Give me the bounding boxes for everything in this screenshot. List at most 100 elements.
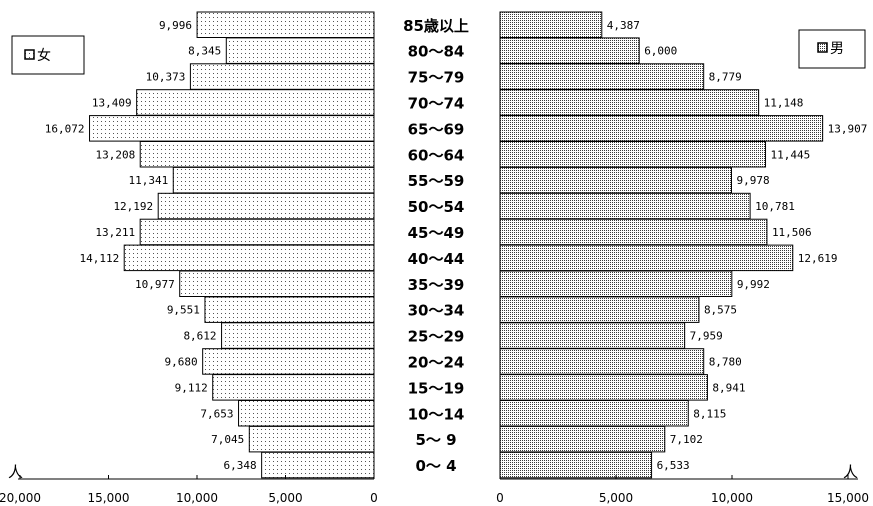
male-value-label-6: 9,978 [736,174,769,187]
male-bar-7 [499,192,751,220]
male-value-label-4: 13,907 [828,122,868,135]
legend-box-female [11,35,85,75]
left-axis-tick-label-2: 10,000 [176,491,218,505]
female-value-label-9: 14,112 [79,252,119,265]
male-bar-8 [499,218,768,246]
male-bar-2 [499,63,705,90]
male-value-label-0: 4,387 [607,19,640,32]
age-group-label-5: 60～64 [408,146,465,164]
male-bar-17 [499,451,653,479]
male-value-label-2: 8,779 [709,71,742,84]
male-value-label-3: 11,148 [764,96,804,109]
age-group-label-12: 25～29 [408,328,465,346]
male-bar-13 [499,348,705,375]
legend-box-male [798,29,866,69]
right-axis-unit-label: 人 [843,463,858,481]
age-group-label-2: 75～79 [408,69,465,87]
age-group-label-13: 20～24 [408,353,465,371]
female-value-label-8: 13,211 [95,226,135,239]
male-bar-12 [499,322,686,349]
female-value-label-14: 9,112 [175,381,208,394]
age-group-label-17: 0～ 4 [415,457,456,475]
male-bar-0 [499,11,603,38]
male-value-label-8: 11,506 [772,226,812,239]
female-value-label-3: 13,409 [92,96,132,109]
female-value-label-15: 7,653 [200,407,233,420]
age-group-label-1: 80～84 [408,43,465,61]
male-value-label-7: 10,781 [755,200,795,213]
male-value-label-12: 7,959 [690,330,723,343]
female-bar-16 [248,425,375,453]
female-bar-7 [157,192,375,220]
age-group-label-11: 30～34 [408,302,465,320]
male-bar-5 [499,141,767,168]
female-value-label-13: 9,680 [165,355,198,368]
female-value-label-5: 13,208 [95,148,135,161]
male-value-label-5: 11,445 [771,148,811,161]
male-bar-1 [499,37,640,64]
legend-label-male: 男 [830,41,844,57]
age-group-label-6: 55～59 [408,172,465,190]
female-bar-0 [196,11,375,38]
female-bar-3 [136,89,375,116]
female-value-label-6: 11,341 [129,174,169,187]
male-bar-14 [499,374,708,401]
female-bar-9 [123,244,375,272]
female-value-label-12: 8,612 [183,330,216,343]
age-group-label-9: 40～44 [408,250,465,268]
female-bar-1 [225,37,375,64]
legend-swatch-male [817,42,828,53]
male-bar-4 [499,115,824,142]
age-group-label-14: 15～19 [408,379,465,397]
female-bar-11 [204,296,375,323]
age-group-label-3: 70～74 [408,94,465,112]
female-value-label-11: 9,551 [167,304,200,317]
axes: 20,000 15,000 10,000 5,000 0 人 0 5,000 10,000 15,… [0,463,869,505]
right-axis-tick-label-2: 10,000 [711,491,753,505]
legend-label-female: 女 [37,47,51,64]
left-axis-tick-label-4: 0 [370,491,378,505]
male-value-label-16: 7,102 [670,433,703,446]
age-group-label-8: 45～49 [408,224,465,242]
female-bar-15 [238,400,375,427]
right-axis-tick-label-3: 15,000 [827,491,869,505]
female-value-label-1: 8,345 [188,45,221,58]
left-axis-tick-label-0: 20,000 [0,491,41,505]
age-group-label-0: 85歳以上 [403,17,469,35]
female-bar-2 [189,63,375,90]
female-bar-8 [139,218,375,246]
male-bar-3 [499,89,760,116]
male-value-label-14: 8,941 [712,381,745,394]
male-bar-10 [499,270,733,297]
female-bar-6 [172,166,375,194]
male-value-label-15: 8,115 [693,407,726,420]
female-bar-10 [179,270,375,297]
male-value-label-17: 6,533 [657,459,690,472]
left-axis-tick-label-3: 5,000 [268,491,302,505]
male-bar-15 [499,400,689,427]
legend-swatch-female [24,49,35,60]
male-bar-16 [499,425,666,453]
female-bar-12 [221,322,375,349]
male-bar-11 [499,296,700,323]
female-value-label-10: 10,977 [135,278,175,291]
female-bar-14 [212,374,375,401]
age-group-label-4: 65～69 [408,120,465,138]
male-value-label-11: 8,575 [704,304,737,317]
age-group-label-16: 5～ 9 [415,431,456,449]
female-bar-4 [89,115,375,142]
male-value-label-1: 6,000 [644,45,677,58]
age-group-label-7: 50～54 [408,198,465,216]
female-value-label-17: 6,348 [224,459,257,472]
male-value-label-10: 9,992 [737,278,770,291]
age-group-labels: 85歳以上 80～84 75～79 70～74 65～69 60～64 55～59 50～54… [403,17,469,475]
male-value-label-9: 12,619 [798,252,838,265]
left-axis-unit-label: 人 [8,463,23,481]
female-value-label-0: 9,996 [159,19,192,32]
age-group-label-15: 10～14 [408,405,465,423]
legend: 女男 [11,29,866,75]
left-axis-tick-label-1: 15,000 [88,491,130,505]
male-bar-9 [499,244,794,272]
